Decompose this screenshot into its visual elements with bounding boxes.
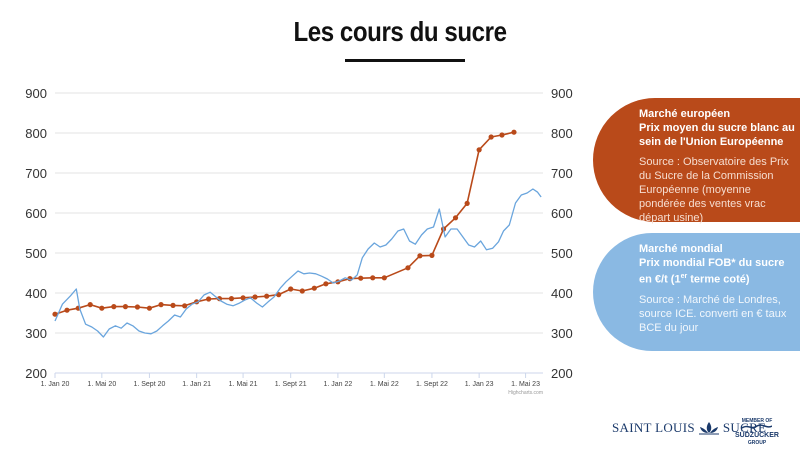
x-tick-label: 1. Mai 22 [370, 381, 399, 388]
x-tick-label: 1. Sept 21 [275, 381, 307, 388]
eu-series-point [158, 302, 164, 308]
eu-series-point [134, 304, 141, 310]
eu-series-point [288, 286, 294, 292]
eu-series-line [54, 131, 515, 315]
world-heading-text: en €/t (1 [639, 273, 681, 286]
world-market-heading: Marché mondial Prix mondial FOB* du sucr… [639, 242, 792, 287]
y-tick-label-right: 200 [551, 366, 573, 381]
world-heading-line: Prix mondial FOB* du sucre [639, 257, 785, 269]
world-heading-superscript: er [680, 273, 688, 280]
x-tick-label: 1. Mai 20 [87, 381, 116, 388]
eu-series-point [170, 302, 176, 308]
world-heading-text: terme coté) [687, 273, 750, 286]
eu-series-point [381, 275, 387, 281]
logo-sub-top: MEMBER OF [741, 418, 773, 424]
eu-series-point [252, 294, 258, 300]
eu-series-point [206, 296, 212, 302]
eu-series-point [488, 134, 494, 140]
eu-series-point [511, 129, 517, 135]
eu-series-point [429, 252, 435, 258]
y-tick-label-left: 300 [25, 326, 47, 341]
y-tick-label-right: 700 [551, 166, 573, 181]
x-tick-label: 1. Jan 20 [41, 381, 70, 388]
y-tick-label-left: 500 [25, 246, 47, 261]
logo-sub-bottom: GROUP [747, 440, 767, 446]
eu-market-source: Source : Observatoire des Prix du Sucre … [639, 156, 789, 224]
world-heading-line: en €/t (1er terme coté) [639, 270, 792, 287]
eu-heading-line: Marché européen [639, 108, 731, 120]
y-tick-label-right: 800 [551, 126, 573, 141]
eu-heading-line: sein de l'Union Européenne [639, 136, 784, 148]
suedzucker-group-logo: MEMBER OF SÜDZUCKER GROUP [733, 418, 781, 446]
x-tick-label: 1. Jan 23 [465, 381, 494, 388]
world-market-legend-panel: Marché mondial Prix mondial FOB* du sucr… [593, 233, 800, 351]
world-series-line [54, 188, 542, 338]
eu-series-point [264, 293, 270, 299]
eu-series-point [358, 275, 364, 281]
eu-series-point [417, 253, 423, 259]
x-tick-label: 1. Sept 20 [133, 381, 165, 388]
y-tick-label-left: 800 [25, 126, 47, 141]
x-tick-label: 1. Jan 21 [182, 381, 211, 388]
x-tick-label: 1. Mai 21 [229, 381, 258, 388]
title-underline [345, 59, 465, 62]
eu-series-point [452, 215, 459, 221]
y-tick-label-left: 200 [25, 366, 47, 381]
lotus-icon [698, 422, 719, 435]
y-tick-label-left: 900 [25, 86, 47, 101]
suedzucker-wave-icon [741, 424, 773, 429]
eu-series-point [405, 265, 411, 271]
y-tick-label-right: 600 [551, 206, 573, 221]
eu-series-point [464, 200, 470, 206]
eu-series-point [64, 307, 70, 313]
eu-series-point [323, 281, 329, 287]
eu-series-point [146, 305, 153, 311]
eu-series-point [311, 285, 317, 291]
eu-series-point [182, 303, 188, 309]
y-tick-label-right: 400 [551, 286, 573, 301]
eu-heading-line: Prix moyen du sucre blanc au [639, 122, 795, 134]
y-tick-label-right: 300 [551, 326, 573, 341]
y-tick-label-left: 400 [25, 286, 47, 301]
x-tick-label: 1. Jan 22 [323, 381, 352, 388]
y-tick-label-right: 900 [551, 86, 573, 101]
eu-series-point [499, 132, 505, 138]
chart-credit: Highcharts.com [508, 390, 543, 396]
eu-market-legend-panel: Marché européen Prix moyen du sucre blan… [593, 98, 800, 224]
eu-series-point [228, 296, 235, 302]
eu-series-point [370, 275, 376, 281]
world-market-source: Source : Marché de Londres, source ICE. … [639, 293, 787, 334]
logo-name-left: SAINT LOUIS [612, 420, 695, 435]
page-title: Les cours du sucre [293, 16, 507, 47]
eu-series-point [87, 302, 93, 308]
x-tick-label: 1. Mai 23 [511, 381, 540, 388]
eu-series-point [122, 304, 129, 310]
y-tick-label-left: 600 [25, 206, 47, 221]
eu-series-point [476, 147, 482, 153]
eu-series-point [52, 311, 58, 317]
y-tick-label-left: 700 [25, 166, 47, 181]
eu-series-point [99, 305, 105, 311]
eu-market-heading: Marché européen Prix moyen du sucre blan… [639, 107, 795, 149]
eu-series-point [216, 296, 223, 302]
world-heading-line: Marché mondial [639, 243, 723, 255]
eu-series-point [240, 295, 246, 301]
y-tick-label-right: 500 [551, 246, 573, 261]
eu-series-point [111, 304, 117, 310]
eu-series-point [299, 288, 305, 294]
x-tick-label: 1. Sept 22 [416, 381, 448, 388]
logo-sub-mid: SÜDZUCKER [735, 432, 779, 439]
